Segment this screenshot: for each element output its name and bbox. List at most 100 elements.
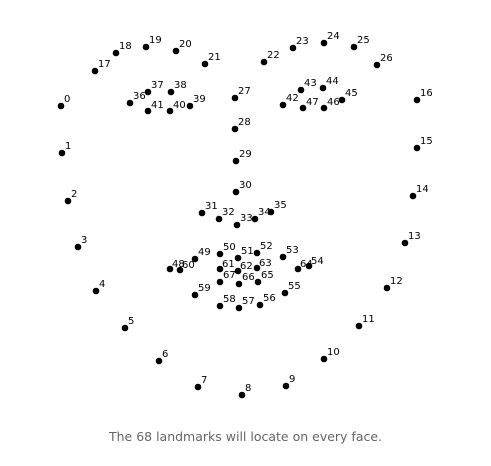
landmark-point-36 xyxy=(126,99,134,107)
landmark-label-66: 66 xyxy=(242,272,255,283)
landmark-label-59: 59 xyxy=(198,283,211,294)
landmark-label-36: 36 xyxy=(133,91,146,102)
landmark-label-35: 35 xyxy=(274,200,287,211)
landmark-point-43 xyxy=(297,86,305,94)
landmark-point-22 xyxy=(260,58,268,66)
landmark-point-62 xyxy=(234,267,242,275)
landmark-point-26 xyxy=(373,61,381,69)
landmark-point-42 xyxy=(279,101,287,109)
landmark-point-53 xyxy=(279,253,287,261)
landmark-label-29: 29 xyxy=(239,149,252,160)
landmark-point-30 xyxy=(232,188,240,196)
landmark-label-50: 50 xyxy=(223,242,236,253)
landmark-point-9 xyxy=(282,382,290,390)
landmark-label-61: 61 xyxy=(222,259,235,270)
landmark-label-16: 16 xyxy=(420,88,433,99)
landmark-label-11: 11 xyxy=(362,314,375,325)
landmark-point-55 xyxy=(281,289,289,297)
landmark-point-46 xyxy=(320,104,328,112)
landmark-label-25: 25 xyxy=(357,35,370,46)
landmark-label-39: 39 xyxy=(193,94,206,105)
landmark-point-39 xyxy=(186,102,194,110)
landmark-point-21 xyxy=(201,60,209,68)
landmark-label-9: 9 xyxy=(289,374,295,385)
landmark-label-41: 41 xyxy=(151,100,164,111)
landmark-label-42: 42 xyxy=(286,93,299,104)
landmark-point-1 xyxy=(58,149,66,157)
landmark-point-3 xyxy=(74,243,82,251)
landmark-point-8 xyxy=(238,391,246,399)
landmark-point-49 xyxy=(191,255,199,263)
landmark-label-7: 7 xyxy=(201,375,207,386)
landmark-point-61 xyxy=(216,265,224,273)
landmark-label-0: 0 xyxy=(64,94,70,105)
landmark-point-31 xyxy=(198,209,206,217)
landmark-label-33: 33 xyxy=(240,213,253,224)
landmark-label-2: 2 xyxy=(71,189,77,200)
landmark-label-26: 26 xyxy=(380,53,393,64)
landmark-label-63: 63 xyxy=(259,258,272,269)
landmark-point-4 xyxy=(92,287,100,295)
landmark-point-52 xyxy=(253,249,261,257)
landmark-point-58 xyxy=(216,302,224,310)
landmark-label-34: 34 xyxy=(258,207,271,218)
landmark-label-45: 45 xyxy=(345,88,358,99)
landmark-label-27: 27 xyxy=(238,86,251,97)
landmark-point-35 xyxy=(267,208,275,216)
landmark-label-38: 38 xyxy=(174,80,187,91)
landmark-point-65 xyxy=(254,278,262,286)
landmark-point-15 xyxy=(413,144,421,152)
landmark-label-17: 17 xyxy=(98,59,111,70)
landmark-label-28: 28 xyxy=(238,117,251,128)
landmark-label-53: 53 xyxy=(286,245,299,256)
landmark-point-13 xyxy=(401,239,409,247)
landmark-label-67: 67 xyxy=(223,270,236,281)
landmark-label-47: 47 xyxy=(306,97,319,108)
landmark-label-12: 12 xyxy=(390,276,403,287)
landmark-point-67 xyxy=(216,278,224,286)
landmark-point-45 xyxy=(338,96,346,104)
landmark-label-46: 46 xyxy=(327,97,340,108)
landmark-point-48 xyxy=(166,265,174,273)
landmark-label-54: 54 xyxy=(311,256,324,267)
landmark-point-63 xyxy=(253,264,261,272)
landmark-point-66 xyxy=(235,280,243,288)
landmark-point-47 xyxy=(299,104,307,112)
landmark-point-24 xyxy=(320,39,328,47)
landmark-label-32: 32 xyxy=(222,207,235,218)
landmark-label-48: 48 xyxy=(172,259,185,270)
landmark-point-12 xyxy=(383,284,391,292)
landmark-label-58: 58 xyxy=(223,294,236,305)
landmark-label-40: 40 xyxy=(173,100,186,111)
landmark-point-14 xyxy=(409,192,417,200)
landmark-point-51 xyxy=(234,254,242,262)
landmark-label-15: 15 xyxy=(420,136,433,147)
landmark-label-21: 21 xyxy=(208,52,221,63)
landmark-label-1: 1 xyxy=(65,141,71,152)
landmark-label-22: 22 xyxy=(267,50,280,61)
landmark-point-29 xyxy=(232,157,240,165)
landmark-label-24: 24 xyxy=(327,31,340,42)
landmark-point-41 xyxy=(144,107,152,115)
landmark-point-27 xyxy=(231,94,239,102)
landmark-label-13: 13 xyxy=(408,231,421,242)
landmark-point-0 xyxy=(57,102,65,110)
landmark-point-10 xyxy=(320,355,328,363)
landmark-label-14: 14 xyxy=(416,184,429,195)
landmark-label-5: 5 xyxy=(128,316,134,327)
landmark-point-37 xyxy=(144,88,152,96)
landmark-point-50 xyxy=(216,250,224,258)
landmark-label-20: 20 xyxy=(179,39,192,50)
landmark-label-31: 31 xyxy=(205,201,218,212)
landmark-label-30: 30 xyxy=(239,180,252,191)
landmark-label-37: 37 xyxy=(151,80,164,91)
landmark-point-59 xyxy=(191,291,199,299)
landmark-point-44 xyxy=(319,84,327,92)
landmark-label-52: 52 xyxy=(260,241,273,252)
landmark-point-6 xyxy=(155,357,163,365)
landmark-point-60 xyxy=(176,266,184,274)
landmark-label-19: 19 xyxy=(149,35,162,46)
landmark-label-55: 55 xyxy=(288,281,301,292)
landmark-point-34 xyxy=(251,215,259,223)
landmark-label-4: 4 xyxy=(99,279,105,290)
